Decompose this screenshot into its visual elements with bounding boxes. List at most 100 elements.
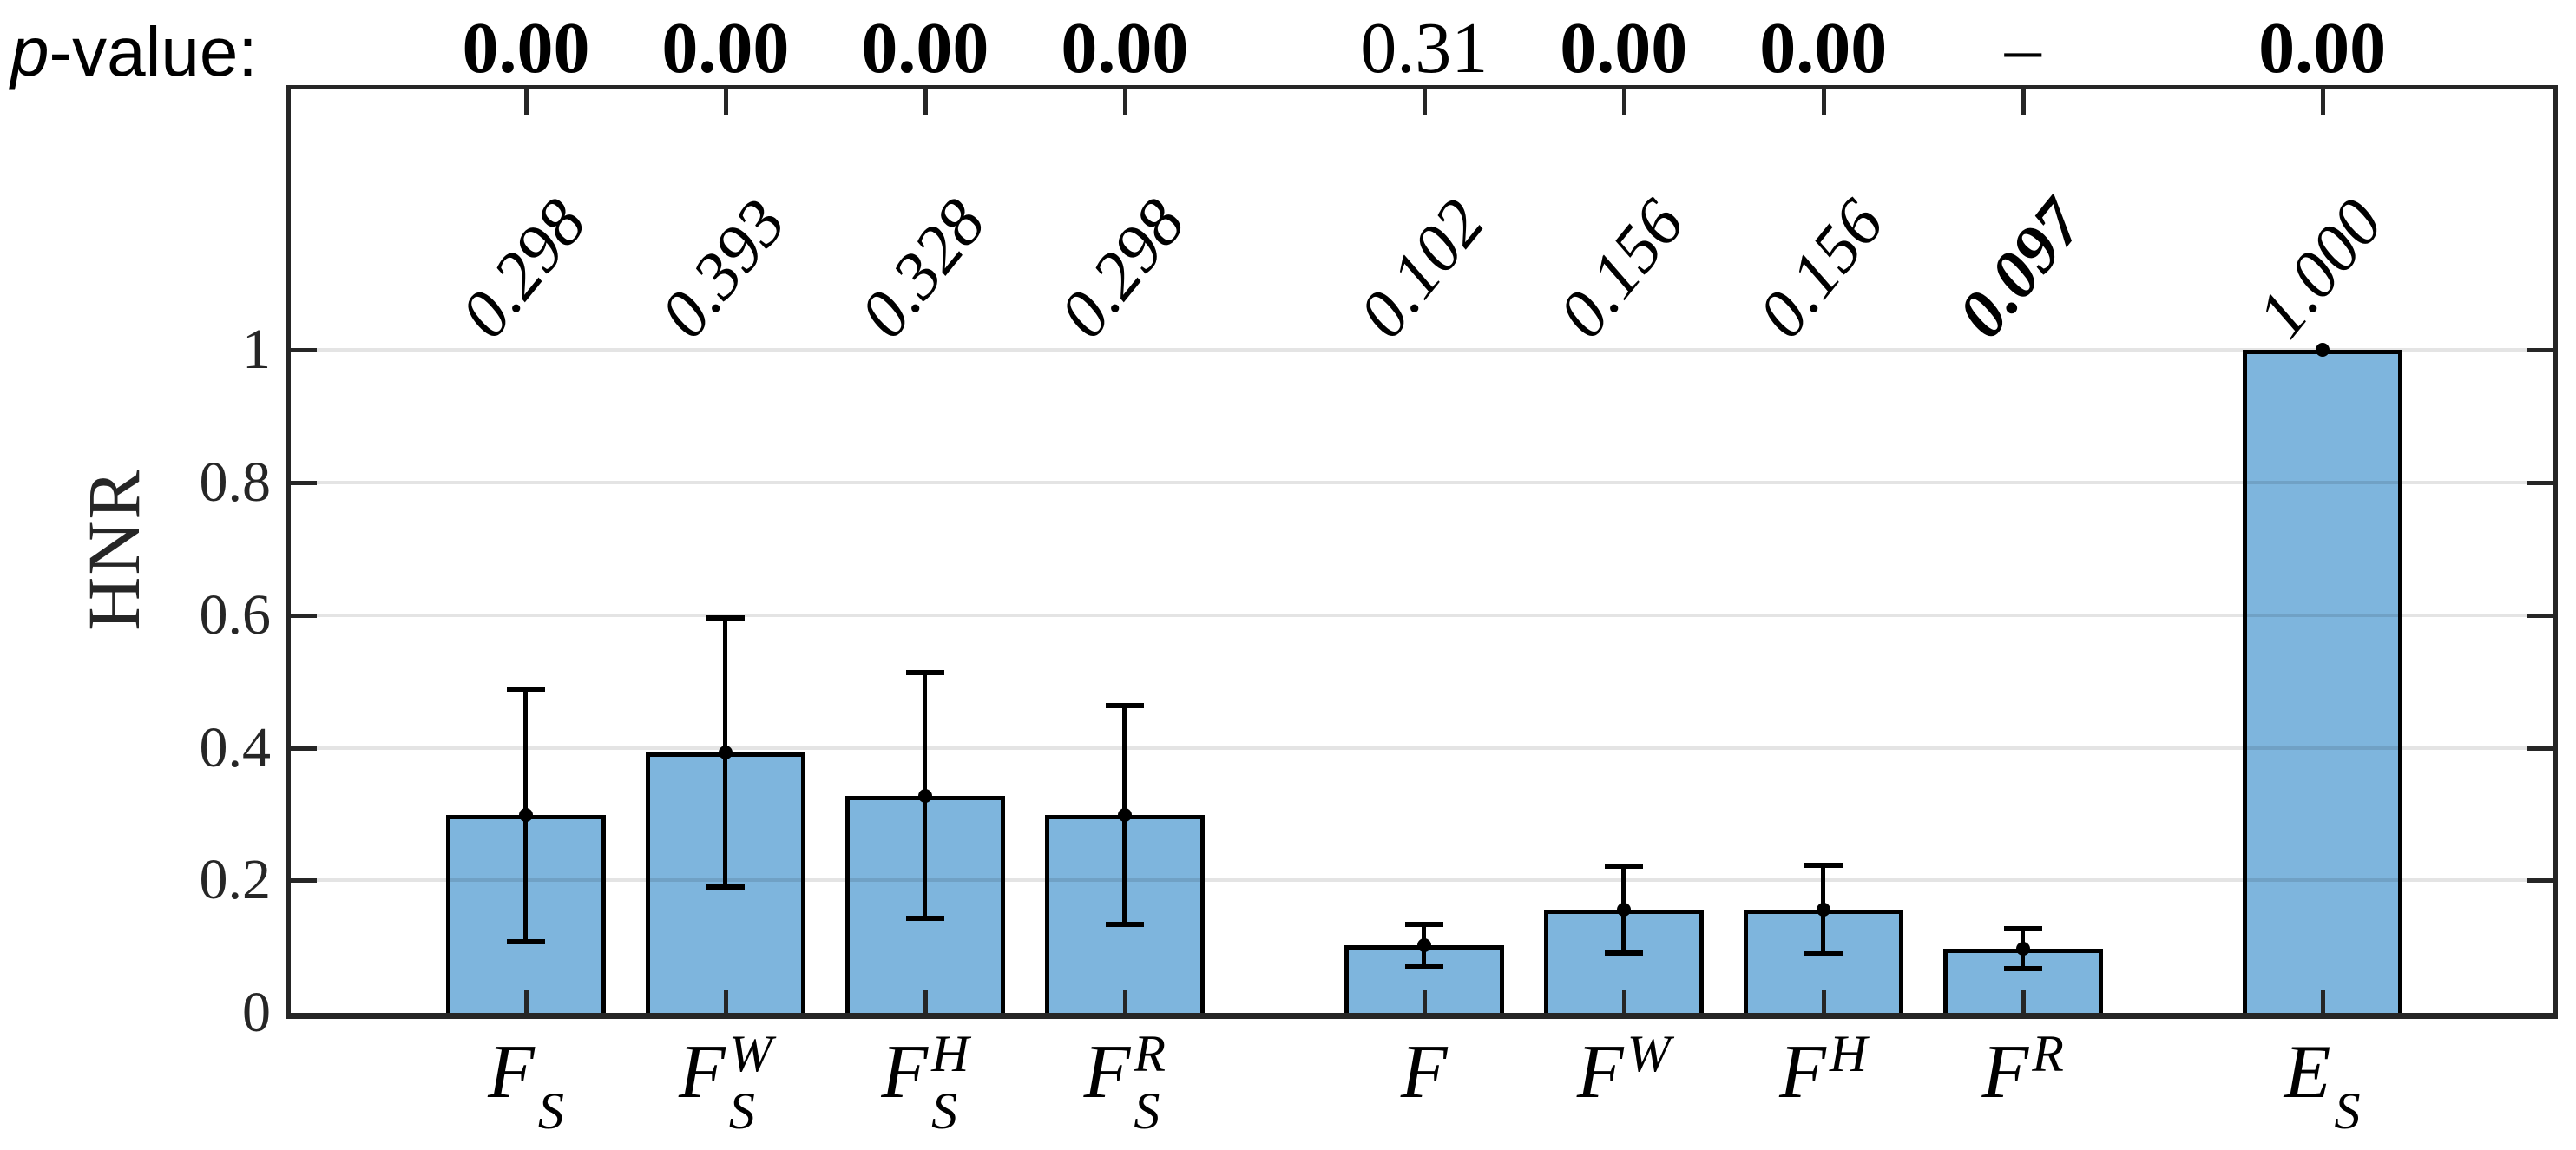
x-tick-top	[2320, 89, 2325, 115]
x-label-superscript	[2335, 1031, 2361, 1076]
x-label-subscript: S	[1134, 1082, 1160, 1140]
x-tick	[1122, 990, 1127, 1013]
x-tick	[1422, 990, 1427, 1013]
x-tick-top	[523, 89, 529, 115]
x-label-main: F	[1576, 1030, 1624, 1114]
x-label-superscript: R	[2032, 1025, 2064, 1082]
error-bar-cap-top	[905, 670, 944, 676]
x-label-scripts: H	[1829, 1025, 1868, 1134]
x-tick	[2320, 990, 2325, 1013]
x-label-main: F	[1981, 1030, 2029, 1114]
error-bar-cap-bottom	[706, 884, 745, 890]
x-label-superscript: H	[1829, 1025, 1868, 1082]
error-bar-cap-bottom	[905, 915, 944, 921]
x-label-scripts: R	[2032, 1025, 2064, 1134]
error-bar-cap-top	[706, 614, 745, 621]
error-bar-cap-bottom	[1105, 922, 1144, 928]
x-tick-top	[723, 89, 728, 115]
x-label-superscript: W	[1626, 1025, 1671, 1082]
x-label-superscript: H	[931, 1025, 969, 1082]
y-tick	[291, 481, 317, 486]
top-axis-line	[286, 85, 2558, 89]
x-label-main: F	[488, 1030, 535, 1114]
x-label-superscript: R	[1134, 1025, 1166, 1082]
mean-marker	[2015, 941, 2030, 956]
bar-value-label: 1.000	[2242, 185, 2397, 352]
p-value-row-label: p-value:	[10, 13, 258, 90]
x-tick-top	[923, 89, 928, 115]
y-tick-label: 0.6	[199, 582, 272, 647]
mean-marker	[2315, 343, 2330, 358]
bar-value-label: 0.298	[445, 185, 601, 352]
x-label-superscript: W	[728, 1025, 772, 1082]
error-bar-cap-top	[2003, 926, 2042, 932]
error-bar-cap-bottom	[1804, 951, 1843, 957]
y-tick-label: 0	[242, 981, 271, 1044]
x-label-main: F	[1779, 1030, 1826, 1114]
p-value: 0.00	[1560, 8, 1688, 89]
x-label-subscript: S	[931, 1082, 958, 1140]
x-tick	[923, 990, 928, 1013]
bar-value-label: 0.156	[1543, 185, 1699, 352]
p-value: 0.00	[1759, 8, 1888, 89]
p-value: –	[2004, 8, 2041, 89]
x-tick	[1821, 990, 1826, 1013]
p-value: 0.00	[2258, 8, 2387, 89]
x-tick	[523, 990, 529, 1013]
x-tick-top	[1821, 89, 1826, 115]
x-tick-top	[1621, 89, 1626, 115]
y-tick-label: 1	[242, 318, 271, 382]
x-label-main: F	[1083, 1030, 1131, 1114]
mean-marker	[1416, 938, 1431, 953]
x-label-subscript: S	[2334, 1082, 2361, 1140]
grid-line	[286, 613, 2558, 617]
y-tick-label: 0.4	[199, 715, 272, 779]
x-axis-tick-label: F S	[488, 1030, 564, 1140]
x-tick-top	[1422, 89, 1427, 115]
error-bar-cap-top	[506, 687, 545, 693]
y-tick	[291, 746, 317, 751]
x-label-subscript	[1627, 1088, 1671, 1134]
x-tick	[1621, 990, 1626, 1013]
x-axis-tick-label: E S	[2284, 1031, 2361, 1140]
x-axis-line	[286, 1013, 2558, 1019]
y-tick-right	[2527, 613, 2553, 618]
mean-marker	[718, 745, 733, 759]
error-bar-cap-top	[1604, 864, 1643, 870]
bar-value-label: 0.328	[844, 185, 1000, 352]
bar-value-label: 0.393	[645, 185, 800, 352]
grid-line	[286, 746, 2558, 750]
mean-marker	[1616, 902, 1631, 917]
mean-marker	[1117, 808, 1132, 823]
error-bar-cap-bottom	[2003, 965, 2042, 971]
error-bar-cap-top	[1404, 921, 1443, 927]
mean-marker	[1816, 902, 1830, 917]
error-bar-cap-bottom	[506, 938, 545, 944]
p-value: 0.00	[1061, 8, 1189, 89]
grid-line	[286, 878, 2558, 883]
x-tick	[2021, 990, 2026, 1013]
p-value: 0.00	[462, 8, 590, 89]
x-tick	[723, 990, 728, 1013]
bar	[2242, 350, 2402, 1017]
y-axis-line	[286, 85, 291, 1019]
x-label-scripts: W	[1626, 1025, 1671, 1134]
bar-value-label: 0.102	[1344, 185, 1499, 352]
x-label-scripts: S	[2334, 1031, 2361, 1140]
x-label-subscript: S	[728, 1082, 755, 1140]
grid-line	[286, 348, 2558, 352]
error-bar-cap-bottom	[1604, 950, 1643, 956]
p-value: 0.00	[661, 8, 790, 89]
y-tick	[291, 348, 317, 353]
y-tick-right	[2527, 878, 2553, 884]
x-label-subscript: S	[537, 1082, 564, 1140]
grid-line	[286, 481, 2558, 485]
x-label-subscript	[2032, 1088, 2064, 1134]
